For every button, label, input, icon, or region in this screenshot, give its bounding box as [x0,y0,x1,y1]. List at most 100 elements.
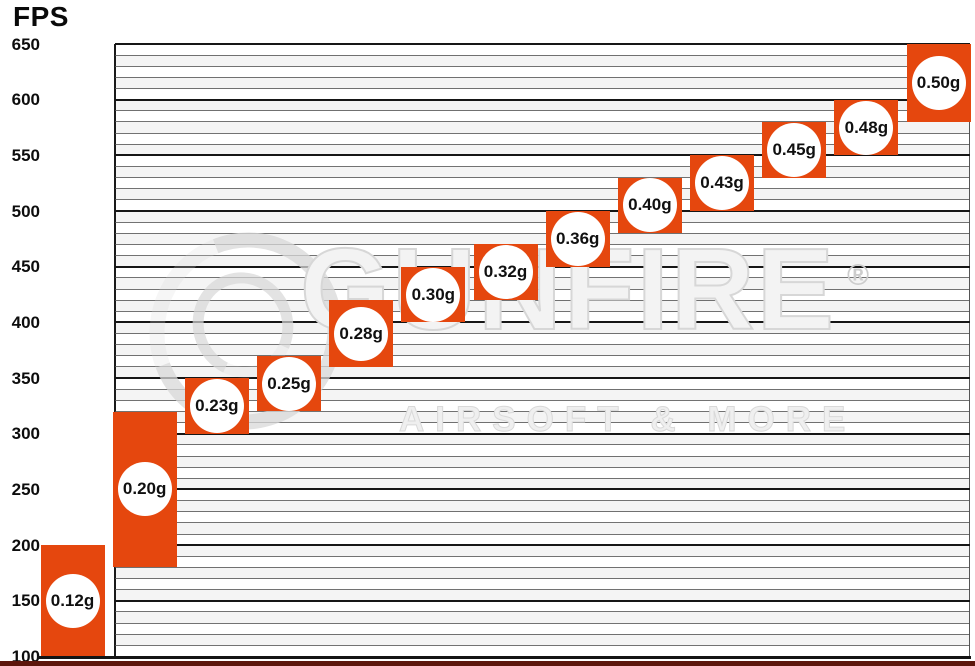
x-axis-line [37,656,971,659]
bottom-edge-strip [0,661,975,666]
bb-weight-circle: 0.28g [334,306,389,361]
bb-weight-circle: 0.48g [839,100,894,155]
gridline-minor [115,188,970,190]
gridline-major [115,377,970,380]
bb-weight-label: 0.25g [267,373,311,393]
grid-band [115,433,970,445]
gridline-minor [115,589,970,591]
bb-weight-label: 0.36g [555,228,600,248]
y-axis-tick-label: 300 [11,424,40,444]
gridline-minor [115,288,970,290]
bb-weight-label: 0.32g [483,262,528,282]
gridline-minor [115,344,970,346]
chart-title: FPS [13,1,69,32]
gridline-minor [115,199,970,201]
bb-weight-label: 0.30g [411,284,456,304]
bb-weight-circle: 0.30g [406,267,461,322]
grid-band [115,522,970,534]
grid-band [115,389,970,401]
grid-band [115,611,970,624]
gridline-major [115,98,970,101]
gridline-minor [115,54,970,56]
gridline-minor [115,422,970,424]
y-axis-line [114,44,116,658]
y-axis-tick-label: 150 [11,591,40,611]
grid-band [115,255,970,267]
bb-weight-label: 0.48g [844,117,889,137]
bb-weight-circle: 0.45g [767,122,822,177]
bb-weight-circle: 0.20g [117,462,172,517]
gridline-major [115,544,970,547]
plot-right-border [969,44,970,658]
gridline-major [115,265,970,268]
gridline-minor [115,399,970,401]
y-axis-tick-label: 400 [11,312,40,332]
bb-weight-label: 0.43g [700,173,744,193]
y-axis-tick-label: 450 [11,257,40,277]
grid-band [115,77,970,89]
gridline-minor [115,355,970,357]
gridline-minor [115,533,970,535]
bb-weight-label: 0.28g [339,323,383,343]
gridline-minor [115,299,970,301]
grid-band [115,211,970,223]
gridline-minor [115,110,970,112]
gridline-minor [115,522,970,524]
gridline-minor [115,177,970,179]
bb-weight-label: 0.45g [772,139,816,159]
bb-weight-circle: 0.12g [45,573,100,628]
bb-weight-circle: 0.36g [550,211,605,266]
grid-band [115,144,970,156]
gridline-minor [115,466,970,468]
bb-weight-circle: 0.23g [189,378,244,433]
gridline-minor [115,277,970,279]
bb-weight-circle: 0.43g [695,156,750,211]
bb-weight-circle: 0.40g [622,178,677,233]
gridline-minor [115,232,970,234]
gridline-minor [115,555,970,557]
grid-band [115,300,970,312]
gridline-minor [115,143,970,145]
gridline-minor [115,388,970,390]
gridline-minor [115,255,970,257]
bb-weight-circle: 0.25g [262,356,316,411]
grid-band [115,567,970,579]
grid-band [115,478,970,490]
grid-band [115,500,970,512]
gridline-major [115,154,970,157]
gridline-minor [115,166,970,167]
gridline-major [115,599,970,602]
y-axis-tick-label: 200 [11,535,40,555]
gridline-major [115,321,970,324]
gridline-minor [115,121,970,123]
grid-band [115,366,970,379]
grid-band [115,233,970,245]
gridline-minor [115,76,970,78]
gridline-minor [115,622,970,624]
grid-band [115,166,970,178]
y-axis-tick-label: 350 [11,368,40,388]
grid-band [115,545,970,557]
bb-weight-label: 0.12g [50,590,95,610]
y-axis-tick-label: 250 [11,479,40,499]
gridline-minor [115,578,970,580]
grid-band [115,456,970,468]
grid-band [115,344,970,356]
bb-weight-label: 0.40g [628,195,672,215]
grid-band [115,55,970,67]
grid-band [115,121,970,134]
bb-weight-label: 0.20g [122,479,167,499]
y-axis-tick-label: 100 [11,647,40,666]
bb-weight-label: 0.50g [916,72,961,92]
y-axis-tick-label: 550 [11,145,40,165]
gridline-minor [115,132,970,134]
gridline-minor [115,477,970,479]
bb-weight-circle: 0.50g [911,55,966,110]
gridline-minor [115,633,970,635]
grid-band [115,188,970,200]
grid-band [115,411,970,423]
gridline-major [115,488,970,491]
gridline-minor [115,611,970,613]
grid-band [115,634,970,646]
